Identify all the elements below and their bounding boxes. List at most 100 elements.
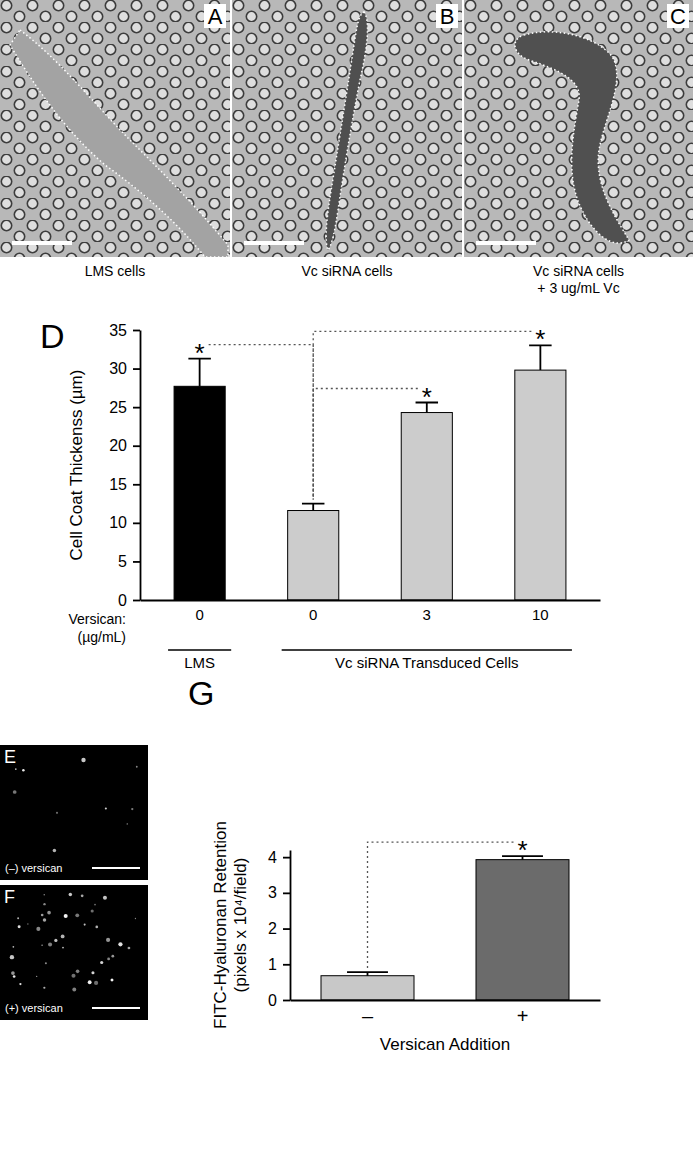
panel-letter: A [208, 4, 223, 29]
panel-caption: Vc siRNA cells [301, 263, 392, 279]
y-tick-label: 2 [268, 920, 277, 937]
significance-bracket [368, 842, 514, 968]
fluorescent-speck [128, 947, 131, 950]
group-underline [282, 649, 572, 651]
x-tick-label: 3 [423, 606, 431, 623]
significance-marker: * [535, 324, 545, 354]
cell-outline [515, 32, 629, 243]
y-tick: 1 [268, 956, 290, 973]
micrograph-image [464, 0, 693, 257]
fluorescent-speck [13, 790, 17, 794]
micrograph-image [232, 0, 462, 257]
y-tick: 25 [109, 399, 140, 416]
x-tick: – [362, 1000, 374, 1027]
scale-bar [12, 241, 72, 245]
y-axis-line [290, 851, 292, 1001]
bar-chart: 01234–+FITC-Hyaluronan Retention(pixels … [188, 674, 601, 1054]
fluorescent-speck [11, 971, 15, 975]
fluorescent-speck [118, 942, 122, 946]
fluorescent-speck [100, 961, 103, 964]
fluorescent-speck [53, 849, 56, 852]
fluorescent-speck [61, 935, 65, 939]
fluorescent-speck [56, 812, 58, 814]
x-axis: –+ [291, 1000, 601, 1027]
significance-bracket [313, 389, 418, 500]
y-tick-mark [133, 368, 140, 370]
x-tick: 3 [423, 600, 431, 623]
y-tick-mark [133, 330, 140, 332]
micrograph-panel: E(–) versican [0, 745, 148, 880]
x-tick: 0 [195, 600, 203, 623]
x-axis-line [291, 1000, 601, 1002]
micrograph-panel: ALMS cells [0, 0, 230, 279]
letter-background [667, 4, 689, 28]
fluorescent-speck [62, 947, 64, 949]
fluorescent-speck [94, 904, 96, 906]
y-tick: 0 [268, 992, 290, 1009]
fluorescent-speck [43, 903, 45, 905]
panel-caption: Vc siRNA cells [533, 263, 624, 279]
y-tick-label: 25 [109, 399, 127, 416]
plot-area [321, 856, 569, 1000]
bar [515, 370, 566, 600]
fluorescent-speck [13, 946, 15, 948]
scale-bar [476, 241, 536, 245]
letter-background [204, 4, 226, 28]
micrograph-panel: F(+) versican [0, 885, 148, 1020]
significance-bracket [209, 345, 314, 500]
x-axis-title-line: (µg/mL) [77, 629, 126, 645]
fluorescent-speck [105, 807, 107, 809]
y-tick: 10 [109, 514, 140, 531]
y-tick-label: 3 [268, 884, 277, 901]
group-label: Vc siRNA Transduced Cells [335, 654, 518, 671]
bar [288, 511, 339, 600]
fluorescent-speck [36, 927, 40, 931]
bar-chart: 0510152025303500310Cell Coat Thickenss (… [40, 317, 601, 671]
y-tick-label: 10 [109, 514, 127, 531]
significance-marker: * [517, 835, 527, 865]
micrograph-image [0, 885, 148, 1020]
fluorescent-speck [135, 918, 136, 919]
panel-letter: D [40, 317, 65, 355]
y-tick-mark [133, 561, 140, 563]
fluorescent-speck [91, 909, 94, 912]
panel-caption: (+) versican [5, 1002, 63, 1014]
y-tick-mark [283, 892, 290, 894]
fluorescent-speck [91, 971, 94, 974]
fluorescent-speck [81, 758, 85, 762]
group-label: LMS [184, 654, 215, 671]
fluorescent-speck [110, 978, 113, 981]
group-underline [168, 649, 231, 651]
fluorescent-speck [103, 896, 107, 900]
micrograph-panel: CVc siRNA cells+ 3 ug/mL Vc [464, 0, 693, 296]
y-tick-label: 0 [268, 992, 277, 1009]
fluorescent-speck [88, 980, 92, 984]
bar [321, 976, 414, 1000]
letter-background [436, 4, 458, 28]
fluorescent-speck [17, 917, 19, 919]
fluorescent-speck [72, 988, 76, 992]
y-tick-mark [133, 522, 140, 524]
y-axis-title: FITC-Hyaluronan Retention(pixels x 10⁴/f… [211, 821, 250, 1029]
fluorescent-speck [41, 914, 44, 917]
fluorescent-speck [136, 766, 138, 768]
fluorescent-speck [45, 962, 47, 964]
x-tick-label: + [517, 1005, 529, 1027]
fluorescent-speck [15, 768, 17, 770]
y-tick-mark [133, 484, 140, 486]
fluorescent-speck [54, 939, 57, 942]
fluorescent-speck [84, 924, 86, 926]
fluorescent-speck [10, 955, 14, 959]
x-axis-title-line: Versican Addition [380, 1035, 510, 1054]
y-tick: 15 [109, 476, 140, 493]
figure: ALMS cellsBVc siRNA cellsCVc siRNA cells… [0, 0, 693, 1151]
y-tick-label: 30 [109, 360, 127, 377]
panel-caption: (–) versican [5, 862, 62, 874]
panel-caption: + 3 ug/mL Vc [537, 280, 619, 296]
y-tick-label: 4 [268, 849, 277, 866]
fluorescent-speck [107, 957, 110, 960]
y-tick-label: 35 [109, 322, 127, 339]
fluorescent-speck [47, 911, 51, 915]
bar [174, 386, 225, 600]
bar [476, 860, 569, 1000]
